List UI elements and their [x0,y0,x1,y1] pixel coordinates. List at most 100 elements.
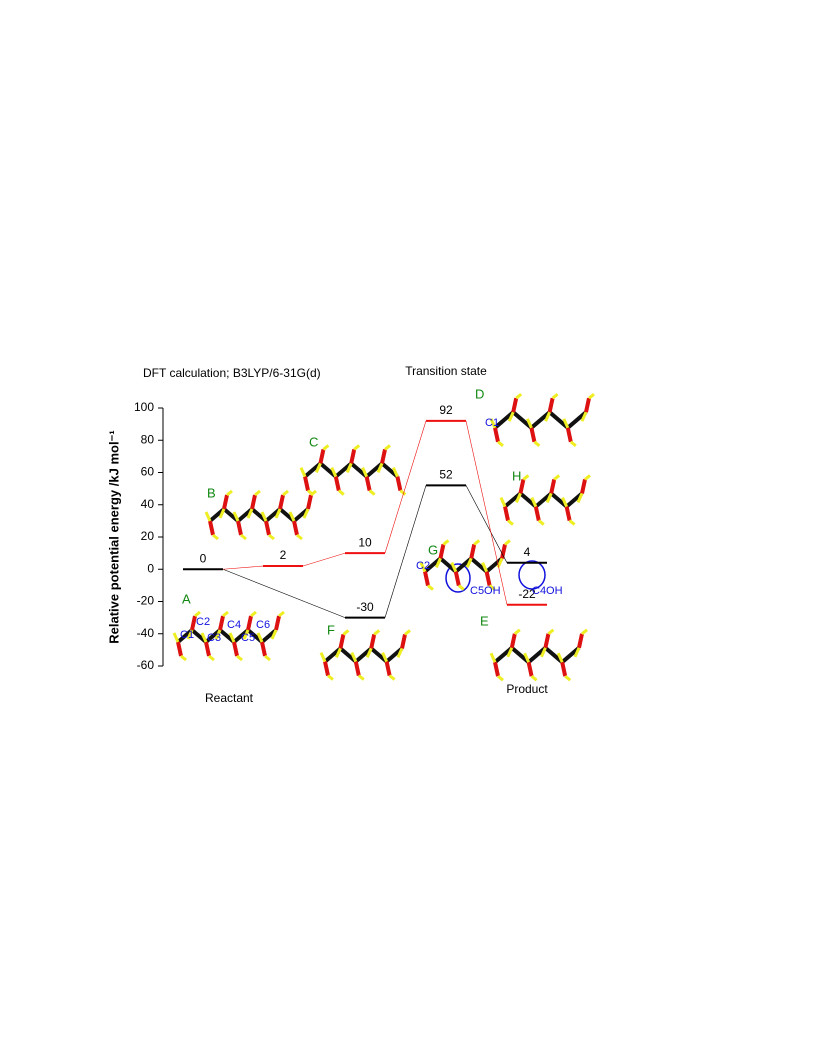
molecule-bond [369,633,377,649]
molecule-bond [200,632,208,643]
molecule-bond [489,652,497,663]
molecule-bond [327,674,334,681]
molecule-bond [473,539,481,546]
y-tick-label: 80 [141,432,155,446]
molecule-bond [560,661,568,677]
molecule-bond [500,543,507,559]
molecule-bond [438,543,446,559]
molecule-bond [580,478,587,494]
molecule-bond [288,511,296,522]
molecule-bond [580,411,588,422]
molecule-bond [318,448,326,464]
structure-label: H [512,468,521,483]
category-label: Transition state [405,364,487,378]
molecule-bond [278,494,285,510]
molecule-bond [544,411,551,422]
molecule-bond [250,494,257,510]
molecule-bond [584,474,591,481]
molecule-bond [186,629,194,640]
molecule-bond [299,466,307,478]
molecule-bond [315,462,322,474]
molecule-bond [507,411,515,422]
molecule-bond [342,629,350,636]
molecule-bond [384,661,392,677]
y-tick-label: -60 [137,658,155,672]
y-tick-label: 60 [141,465,155,479]
molecule-bond [376,462,384,474]
molecule-bond [274,615,281,631]
molecule-bond [274,508,282,519]
molecule-bond [568,519,576,526]
molecule-bond [435,557,442,569]
value-label: 92 [439,403,453,417]
molecule-bond [396,647,404,659]
molecule-bond [204,511,212,522]
molecule-bond [553,474,561,481]
molecule-bond [303,476,310,492]
structure-label: F [327,622,335,637]
molecule-bond [509,633,517,649]
value-label: 10 [358,535,372,549]
atom-label: C3 [207,632,221,644]
molecule-bond [264,520,271,536]
molecule-bond [423,571,430,587]
structure-label: E [480,613,489,628]
molecule-bond [180,654,187,662]
molecule-bond [246,615,253,631]
molecule-bond [515,393,523,400]
molecule-bond [240,533,247,541]
molecule-bond [569,440,577,447]
category-label: Product [506,682,548,696]
structure-label: C [309,434,318,449]
molecule-bond [338,633,346,649]
molecule-bond [337,489,345,496]
molecule-bond [368,489,376,496]
highlight-circle [518,560,546,590]
molecule-bond [260,641,267,657]
molecule-bond [400,633,407,649]
molecule-bond [526,661,534,677]
molecule-bond [453,571,461,587]
molecule-bond [236,654,243,662]
molecule-bond [296,533,303,541]
molecule-bond [357,674,365,681]
molecule-bond [497,675,504,682]
structure-label: B [207,485,216,500]
molecule-bond [547,397,555,413]
molecule-bond [530,675,538,682]
connector [302,552,346,567]
molecule-bond [256,632,264,643]
molecule-bond [537,519,545,526]
molecule-bond [353,661,361,677]
atom-label: C4OH [532,585,563,597]
molecule-bond [373,629,381,636]
molecule-bond [228,632,236,643]
molecule-bond [496,557,504,569]
molecule-bond [584,397,591,413]
molecule-bond [190,615,197,631]
connector [465,420,508,605]
molecule-bond [395,476,403,492]
molecule-bond [333,476,341,492]
y-tick-label: -20 [137,594,155,608]
molecule-bond [540,647,547,658]
molecule-bond [489,418,497,429]
molecule-bond [232,641,239,657]
molecule-bond [349,448,357,464]
molecule-bond [577,633,584,649]
connector [222,565,264,570]
molecule-bond [551,393,559,400]
molecule-bond [335,647,342,659]
molecule-bond [522,474,530,481]
molecule-bond [226,489,233,497]
molecule-bond [222,494,229,510]
molecule-bond [172,632,180,643]
molecule-bond [392,466,399,478]
molecule-bond [365,647,373,659]
molecule-bond [268,533,275,541]
molecule-bond [212,533,219,541]
value-label: 2 [280,548,287,562]
molecule-bond [384,444,391,451]
structure-label: G [428,542,438,557]
atom-label: C5 [241,632,255,644]
